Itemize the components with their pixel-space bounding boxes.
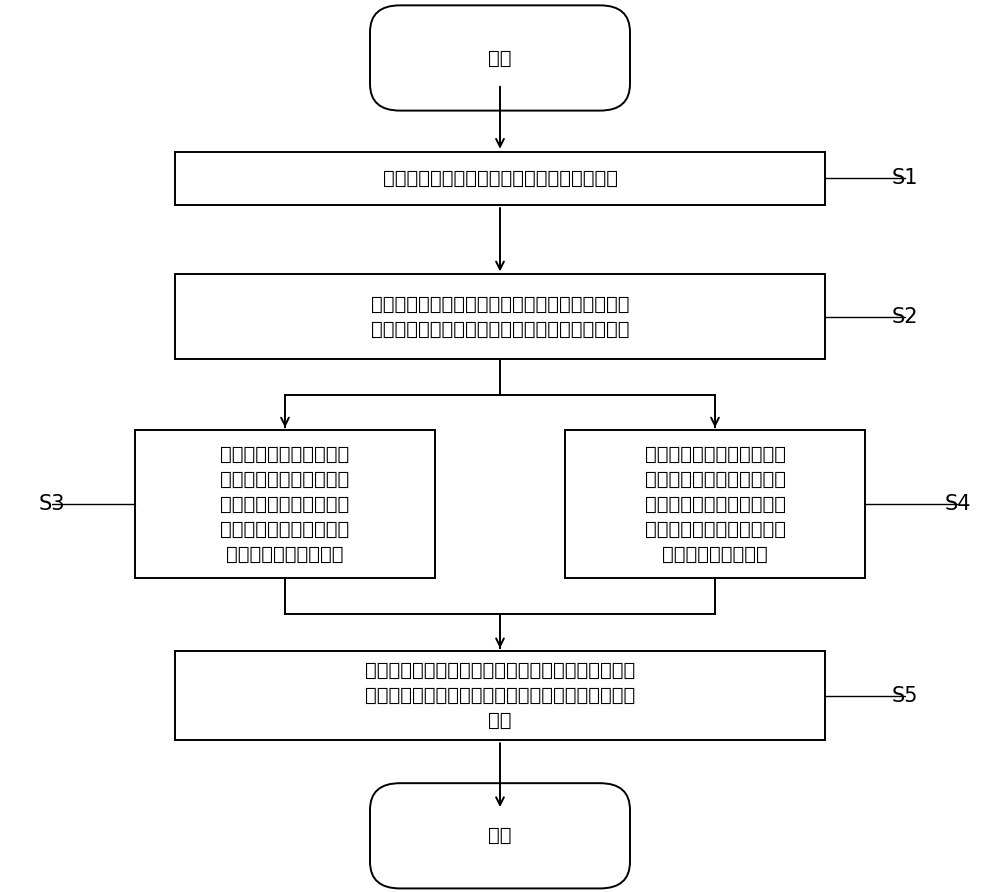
FancyBboxPatch shape — [175, 651, 825, 740]
Text: 电磁阀中的处理器实时获取电磁阀中线圈电流: 电磁阀中的处理器实时获取电磁阀中线圈电流 — [382, 169, 618, 188]
Text: 于处理器接收到节能等级设
置信息后，根据该节能等级
设置信息调取相应的节能信
息，将线圈电流大小降低至
节能信息对应的数值: 于处理器接收到节能等级设 置信息后，根据该节能等级 设置信息调取相应的节能信 息… — [644, 444, 786, 564]
Text: S5: S5 — [892, 686, 918, 706]
Text: 提供一电流阈值，于线圈电流大于电流阈值时，判
定电磁阀中的电磁铁动作，即电磁铁产生吸合动作: 提供一电流阈值，于线圈电流大于电流阈值时，判 定电磁阀中的电磁铁动作，即电磁铁产… — [371, 294, 629, 339]
Text: S1: S1 — [892, 169, 918, 188]
Text: S2: S2 — [892, 307, 918, 326]
FancyBboxPatch shape — [175, 152, 825, 205]
FancyBboxPatch shape — [135, 431, 435, 578]
Text: S4: S4 — [945, 494, 971, 514]
Text: 结束: 结束 — [488, 826, 512, 846]
Text: 处理器实时的对线圈电流数据进行检测，于处理器判
定所述线圈电流数据异常时，将异常结果传递至客户
终端: 处理器实时的对线圈电流数据进行检测，于处理器判 定所述线圈电流数据异常时，将异常… — [365, 661, 635, 731]
Text: 提供一预设时间和一稳定
电流值，于线圈电流大于
电流阈值并持续预设时间
后，处理器控制线圈电流
大小降低至稳定电流值: 提供一预设时间和一稳定 电流值，于线圈电流大于 电流阈值并持续预设时间 后，处理… — [220, 444, 350, 564]
Text: 开始: 开始 — [488, 48, 512, 68]
FancyBboxPatch shape — [175, 275, 825, 359]
FancyBboxPatch shape — [565, 431, 865, 578]
FancyBboxPatch shape — [370, 783, 630, 888]
FancyBboxPatch shape — [370, 5, 630, 111]
Text: S3: S3 — [39, 494, 65, 514]
